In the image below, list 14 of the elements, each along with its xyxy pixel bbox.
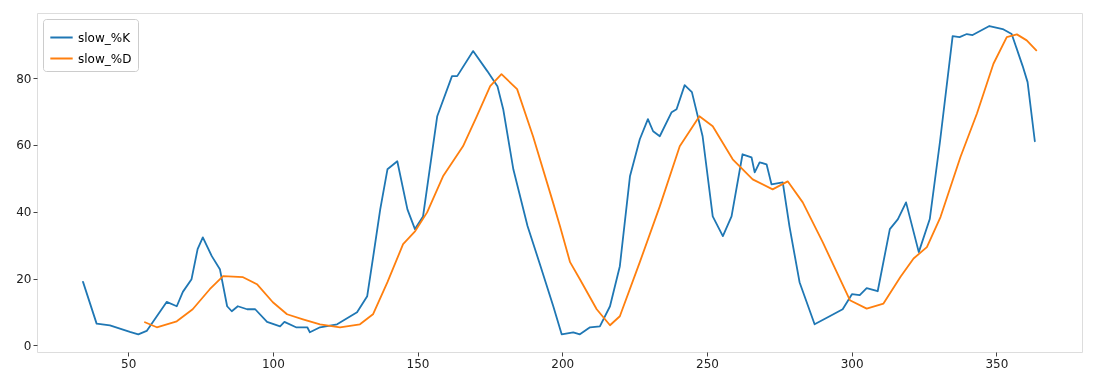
y-tick-label: 20 xyxy=(16,272,32,287)
x-tick-label: 300 xyxy=(840,356,864,371)
x-tick-label: 100 xyxy=(261,356,285,371)
y-tick-label: 0 xyxy=(23,338,32,353)
x-tick-label: 50 xyxy=(121,356,137,371)
y-tick-label: 80 xyxy=(16,71,32,86)
y-tick-label: 40 xyxy=(16,205,32,220)
x-tick-label: 200 xyxy=(551,356,575,371)
y-tick-label: 60 xyxy=(16,138,32,153)
legend-label: slow_%K xyxy=(78,30,132,45)
x-tick-label: 350 xyxy=(985,356,1009,371)
x-tick-label: 150 xyxy=(406,356,430,371)
legend-label: slow_%D xyxy=(78,51,132,66)
x-tick-label: 250 xyxy=(695,356,719,371)
